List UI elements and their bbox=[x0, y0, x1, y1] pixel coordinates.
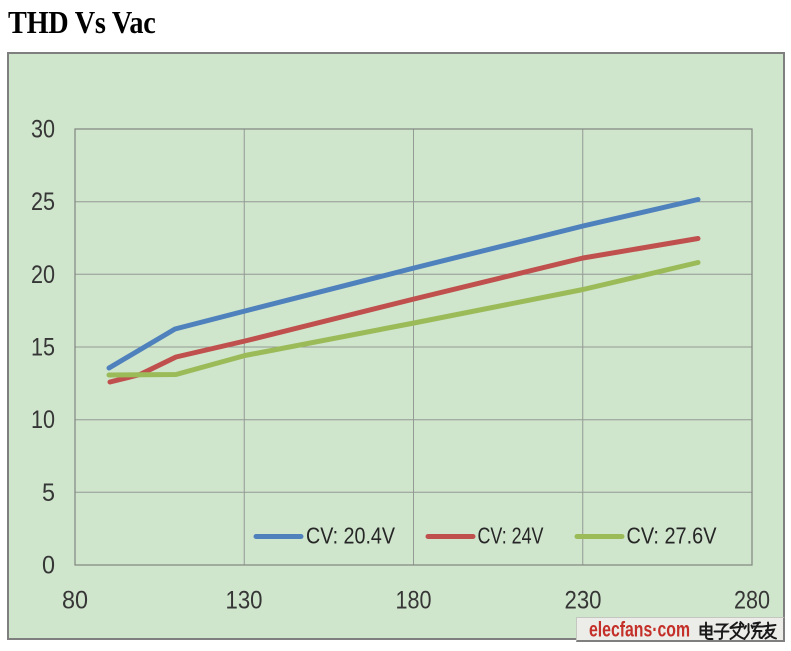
svg-text:180: 180 bbox=[396, 587, 432, 615]
svg-text:0: 0 bbox=[42, 552, 55, 580]
svg-text:5: 5 bbox=[42, 479, 55, 507]
svg-text:20: 20 bbox=[31, 261, 55, 289]
svg-text:10: 10 bbox=[31, 406, 55, 434]
svg-text:30: 30 bbox=[31, 116, 55, 144]
svg-text:CV: 20.4V: CV: 20.4V bbox=[306, 523, 396, 549]
svg-text:CV: 24V: CV: 24V bbox=[478, 523, 545, 549]
svg-text:CV: 27.6V: CV: 27.6V bbox=[627, 523, 718, 549]
svg-text:130: 130 bbox=[226, 587, 263, 615]
svg-text:25: 25 bbox=[31, 188, 55, 216]
svg-text:15: 15 bbox=[31, 334, 55, 362]
svg-text:230: 230 bbox=[565, 587, 602, 615]
svg-text:280: 280 bbox=[734, 587, 770, 615]
svg-text:80: 80 bbox=[62, 587, 88, 615]
